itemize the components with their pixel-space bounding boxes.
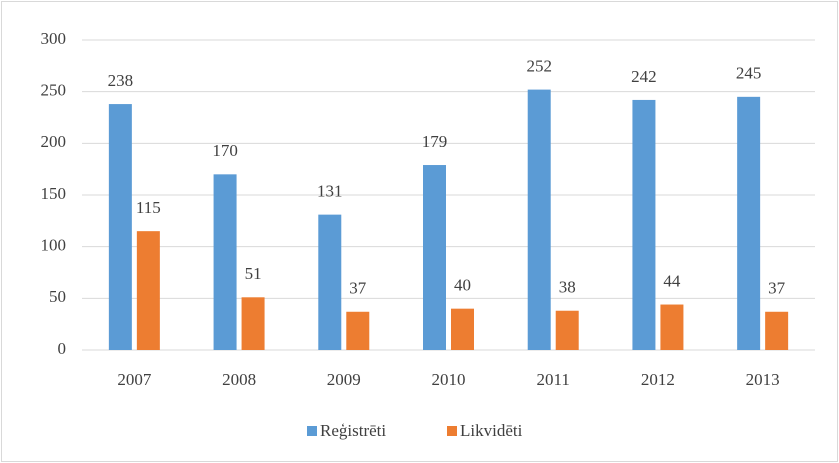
data-label: 51: [245, 264, 262, 283]
data-label: 245: [736, 64, 762, 83]
y-tick-label: 250: [41, 81, 67, 100]
bar: [527, 89, 551, 350]
bar: [423, 165, 446, 350]
bar: [555, 310, 579, 350]
data-label: 38: [559, 278, 576, 297]
x-tick-label: 2010: [432, 370, 466, 389]
data-label: 115: [136, 198, 161, 217]
data-label: 252: [526, 57, 552, 76]
y-tick-label: 150: [41, 184, 67, 203]
data-label: 242: [631, 67, 657, 86]
legend-swatch: [307, 426, 317, 436]
bar: [136, 231, 160, 350]
x-tick-label: 2009: [327, 370, 361, 389]
bar: [346, 311, 370, 350]
data-label: 37: [349, 279, 367, 298]
legend-label: Reģistrēti: [320, 421, 386, 440]
y-tick-label: 0: [58, 339, 67, 358]
x-tick-label: 2007: [117, 370, 152, 389]
bar: [632, 99, 656, 350]
data-label: 131: [317, 182, 343, 201]
legend-label: Likvidēti: [460, 421, 523, 440]
data-label: 238: [108, 71, 134, 90]
y-tick-label: 200: [41, 132, 67, 151]
bar: [241, 297, 265, 350]
bar: [451, 308, 474, 350]
x-tick-label: 2013: [746, 370, 780, 389]
y-tick-label: 300: [41, 29, 67, 48]
bar: [318, 214, 342, 350]
y-tick-label: 50: [49, 287, 66, 306]
legend-swatch: [447, 426, 457, 436]
bar: [765, 311, 789, 350]
data-label: 170: [212, 141, 238, 160]
x-tick-label: 2011: [537, 370, 570, 389]
y-tick-label: 100: [41, 236, 67, 255]
bar: [108, 104, 132, 350]
x-tick-label: 2008: [222, 370, 256, 389]
data-label: 37: [768, 279, 786, 298]
bar: [660, 304, 684, 350]
bar: [213, 174, 237, 350]
bar: [737, 96, 761, 350]
data-label: 40: [454, 276, 471, 295]
data-label: 179: [422, 132, 448, 151]
data-label: 44: [663, 271, 681, 290]
x-tick-label: 2012: [641, 370, 675, 389]
